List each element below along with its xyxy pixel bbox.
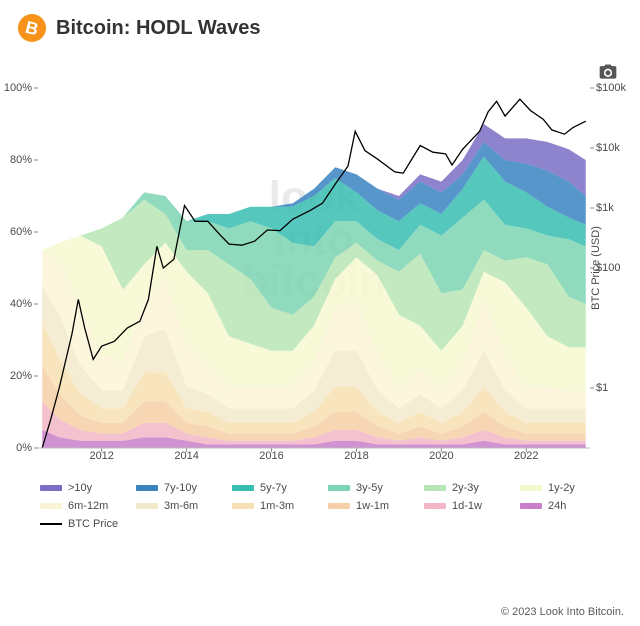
legend-item[interactable]: 2y-3y [424,482,504,494]
legend-label: 24h [548,500,566,512]
y-left-tick-label: 0% [16,442,32,454]
x-axis-labels: 2012 2014 2016 2018 2020 2022 [38,450,590,468]
legend-swatch [232,503,254,509]
y-left-tick-label: 60% [10,226,32,238]
chart-toolbar [0,48,640,84]
legend-item[interactable]: 5y-7y [232,482,312,494]
legend-item[interactable]: 7y-10y [136,482,216,494]
y-left-tick-label: 80% [10,154,32,166]
legend-swatch [424,503,446,509]
legend-label: BTC Price [68,518,118,530]
legend-label: 1d-1w [452,500,482,512]
page-title: Bitcoin: HODL Waves [56,17,260,40]
y-left-tick-label: 100% [4,82,32,94]
legend-swatch [136,485,158,491]
x-tick-label: 2022 [514,450,538,462]
legend-swatch [40,503,62,509]
x-tick-label: 2018 [344,450,368,462]
bitcoin-logo-icon: B [18,14,46,42]
legend-item[interactable]: 3y-5y [328,482,408,494]
legend-item[interactable]: BTC Price [40,518,120,530]
legend-item[interactable]: 1y-2y [520,482,600,494]
legend-label: 6m-12m [68,500,108,512]
y-right-tick-label: $10k [596,142,620,154]
legend-item[interactable]: >10y [40,482,120,494]
legend-item[interactable]: 1w-1m [328,500,408,512]
legend-item[interactable]: 3m-6m [136,500,216,512]
footer-copyright: © 2023 Look Into Bitcoin. [501,606,624,618]
legend-item[interactable]: 1d-1w [424,500,504,512]
legend-label: >10y [68,482,92,494]
legend-item[interactable]: 24h [520,500,600,512]
legend-label: 3m-6m [164,500,198,512]
legend-swatch [424,485,446,491]
legend-label: 1m-3m [260,500,294,512]
page-header: B Bitcoin: HODL Waves [0,0,640,48]
y-left-tick-label: 20% [10,370,32,382]
y-right-tick-label: $100k [596,82,626,94]
chart-area: 0%20%40%60%80%100% $1$100$1k$10k$100k BT… [38,88,590,448]
chart-svg[interactable] [38,88,590,448]
x-tick-label: 2016 [259,450,283,462]
download-image-icon[interactable] [598,62,618,82]
legend-label: 3y-5y [356,482,383,494]
legend-swatch [520,485,542,491]
x-tick-label: 2014 [174,450,198,462]
legend-item[interactable]: 6m-12m [40,500,120,512]
legend-label: 1w-1m [356,500,389,512]
legend-label: 7y-10y [164,482,197,494]
y-left-axis-labels: 0%20%40%60%80%100% [0,88,38,448]
y-right-tick-label: $1k [596,202,614,214]
legend-swatch [136,503,158,509]
legend-swatch [328,503,350,509]
y-right-tick-label: $1 [596,382,608,394]
legend-label: 1y-2y [548,482,575,494]
legend-swatch [328,485,350,491]
x-tick-label: 2020 [429,450,453,462]
legend-line-swatch [40,523,62,525]
page-root: B Bitcoin: HODL Waves 0%20%40%60%80%100%… [0,0,640,626]
legend-swatch [232,485,254,491]
legend-label: 2y-3y [452,482,479,494]
x-tick-label: 2012 [89,450,113,462]
legend-swatch [40,485,62,491]
y-left-tick-label: 40% [10,298,32,310]
legend: >10y 7y-10y 5y-7y 3y-5y 2y-3y 1y-2y 6m-12m 3m-6… [40,482,610,530]
legend-swatch [520,503,542,509]
legend-label: 5y-7y [260,482,287,494]
legend-item[interactable]: 1m-3m [232,500,312,512]
